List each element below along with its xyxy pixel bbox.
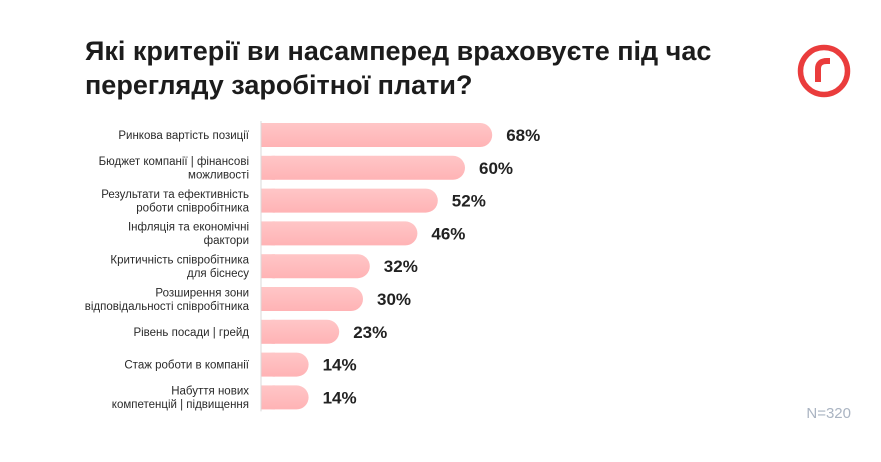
bar-base — [261, 385, 275, 410]
chart-title: Які критерії ви насамперед враховуєте пі… — [85, 36, 712, 100]
category-label: Критичність співробітника для біснесу — [110, 254, 249, 280]
bar — [261, 287, 363, 311]
bar-base — [261, 319, 275, 344]
category-label: Бюджет компанії | фінансові можливості — [99, 156, 249, 182]
category-label: Стаж роботи в компанії — [124, 360, 249, 372]
category-label: Результати та ефективність роботи співроб… — [101, 189, 249, 215]
value-label: 14% — [323, 388, 357, 407]
r-logo-icon — [797, 44, 851, 98]
bar — [261, 221, 418, 246]
bar-base — [261, 287, 275, 311]
value-label: 52% — [452, 192, 486, 211]
category-label: Інфляція та економічні фактори — [128, 222, 249, 248]
value-label: 32% — [384, 257, 418, 276]
bar — [261, 155, 465, 180]
value-label: 68% — [506, 126, 540, 145]
value-label: 46% — [431, 224, 465, 243]
value-label: 30% — [377, 290, 411, 309]
bar — [261, 254, 370, 279]
category-label: Набуття нових компетенцій | підвищення — [112, 386, 249, 412]
bar-base — [261, 188, 275, 213]
bar-base — [261, 254, 275, 279]
category-label: Ринкова вартість позиції — [118, 130, 249, 142]
category-label: Розширення зони відповідальності співробі… — [85, 287, 250, 313]
sample-size: N=320 — [806, 405, 851, 422]
bar — [261, 319, 340, 344]
category-label: Рівень посади | грейд — [133, 327, 249, 339]
bar-base — [261, 155, 275, 180]
value-label: 14% — [323, 356, 357, 375]
bar-base — [261, 123, 275, 147]
bar — [261, 188, 438, 213]
value-label: 60% — [479, 159, 513, 178]
bar-base — [261, 352, 275, 377]
bar — [261, 123, 493, 147]
value-label: 23% — [353, 323, 387, 342]
bar-base — [261, 221, 275, 246]
